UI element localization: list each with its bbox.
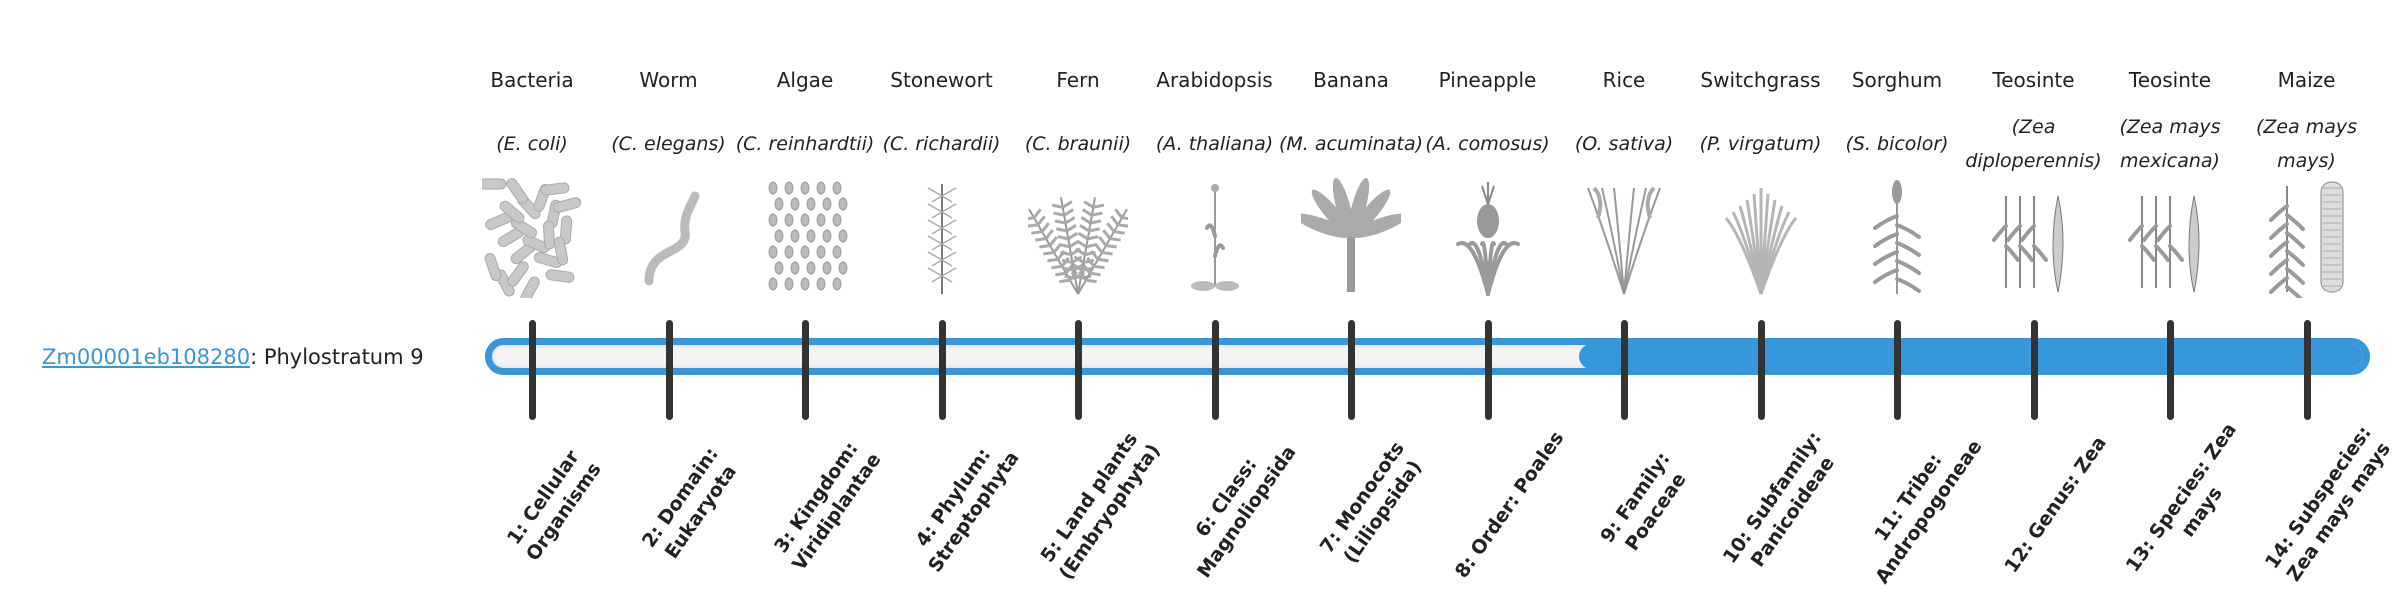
switchgrass-illustration [1711, 176, 1811, 298]
stratum-tick [1757, 320, 1765, 420]
stonewort-illustration [892, 176, 992, 298]
stratum-label: 10: Subfamily: Panicoideae [1718, 427, 1839, 572]
stratum-tick [1075, 320, 1082, 420]
organism-common-name: Bacteria [490, 68, 574, 92]
fern-illustration [1023, 176, 1133, 298]
stratum-tick [529, 320, 536, 420]
banana-illustration [1294, 176, 1408, 298]
stratum-label: 12: Genus: Zea [1999, 432, 2111, 578]
organism-common-name: Algae [776, 68, 834, 92]
stratum-tick [1894, 320, 1901, 420]
maize-illustration [2257, 176, 2357, 303]
organism-common-name: Pineapple [1438, 68, 1537, 92]
worm-illustration [619, 176, 719, 298]
organism-scientific-name: (Zea mays mexicana) [2119, 116, 2221, 172]
phylostratum-text: : Phylostratum 9 [250, 345, 424, 369]
organism-common-name: Rice [1602, 68, 1646, 92]
teosinte-illustration [2120, 176, 2220, 298]
stratum-tick [2167, 320, 2174, 420]
organism-scientific-name: (M. acuminata) [1279, 133, 1423, 155]
organism-scientific-name: (C. richardii) [882, 133, 1001, 155]
organism-scientific-name: (S. bicolor) [1845, 133, 1949, 155]
organism-common-name: Teosinte [1992, 68, 2075, 92]
rice-illustration [1574, 176, 1674, 298]
organism-scientific-name: (C. braunii) [1024, 133, 1132, 155]
stratum-tick [1484, 320, 1492, 420]
stratum-label: 14: Subspecies: Zea mays mays [2260, 422, 2395, 586]
stratum-label: 6: Class: Magnoliopsida [1190, 441, 1301, 583]
organism-scientific-name: (O. sativa) [1574, 133, 1674, 155]
stratum-label: 3: Kingdom: Viridiplantae [770, 438, 886, 575]
organism-common-name: Worm [639, 68, 698, 92]
organism-common-name: Teosinte [2128, 68, 2212, 92]
stratum-label: 1: Cellular Organisms [502, 446, 606, 566]
stratum-label: 5: Land plants (Embryophyta) [1036, 428, 1165, 584]
phylostratum-fill [1579, 345, 2363, 368]
organism-common-name: Sorghum [1851, 68, 1943, 92]
stratum-tick [938, 320, 946, 420]
gene-link[interactable]: Zm00001eb108280 [42, 345, 251, 369]
organism-common-name: Maize [2277, 68, 2336, 92]
organism-scientific-name: (A. thaliana) [1155, 133, 1274, 155]
algae-illustration [755, 176, 855, 298]
phylostratum-bar [485, 338, 2370, 375]
teosinte-illustration [1984, 176, 2084, 298]
stratum-label: 9: Family: Poaceae [1596, 448, 1691, 555]
organism-scientific-name: (Zea mays mays) [2255, 116, 2358, 172]
stratum-tick [2303, 320, 2311, 420]
stratum-tick [802, 320, 809, 420]
stratum-label: 7: Monocots (Liliopsida) [1315, 437, 1427, 568]
stratum-tick [1621, 320, 1628, 420]
stratum-tick [1348, 320, 1355, 420]
organism-common-name: Switchgrass [1700, 68, 1821, 92]
organism-common-name: Fern [1056, 68, 1100, 92]
organism-scientific-name: (C. reinhardtii) [735, 133, 875, 155]
stratum-label: 11: Tribe: Andropogoneae [1870, 436, 1987, 588]
organism-common-name: Banana [1313, 68, 1389, 92]
stratum-label: 8: Order: Poales [1450, 427, 1568, 583]
stratum-label: 4: Phylum: Streptophyta [910, 444, 1024, 577]
pineapple-illustration [1438, 176, 1538, 298]
stratum-tick [1211, 320, 1219, 420]
organism-scientific-name: (Zea diploperennis) [1965, 116, 2102, 172]
stratum-label: 2: Domain: Eukaryota [637, 443, 741, 563]
organism-scientific-name: (P. virgatum) [1699, 133, 1822, 155]
bacteria-illustration [477, 176, 582, 304]
organism-common-name: Stonewort [890, 68, 993, 92]
organism-scientific-name: (E. coli) [496, 133, 568, 155]
stratum-label: 13: Species: Zea mays [2121, 418, 2241, 577]
sorghum-illustration [1847, 176, 1947, 298]
stratum-tick [2030, 320, 2038, 420]
stratum-tick [665, 320, 673, 420]
gene-label: Zm00001eb108280: Phylostratum 9 [42, 342, 424, 372]
organism-scientific-name: (A. comosus) [1425, 133, 1550, 155]
organism-common-name: Arabidopsis [1156, 68, 1273, 92]
organism-scientific-name: (C. elegans) [611, 133, 726, 155]
arabidopsis-illustration [1165, 176, 1265, 298]
